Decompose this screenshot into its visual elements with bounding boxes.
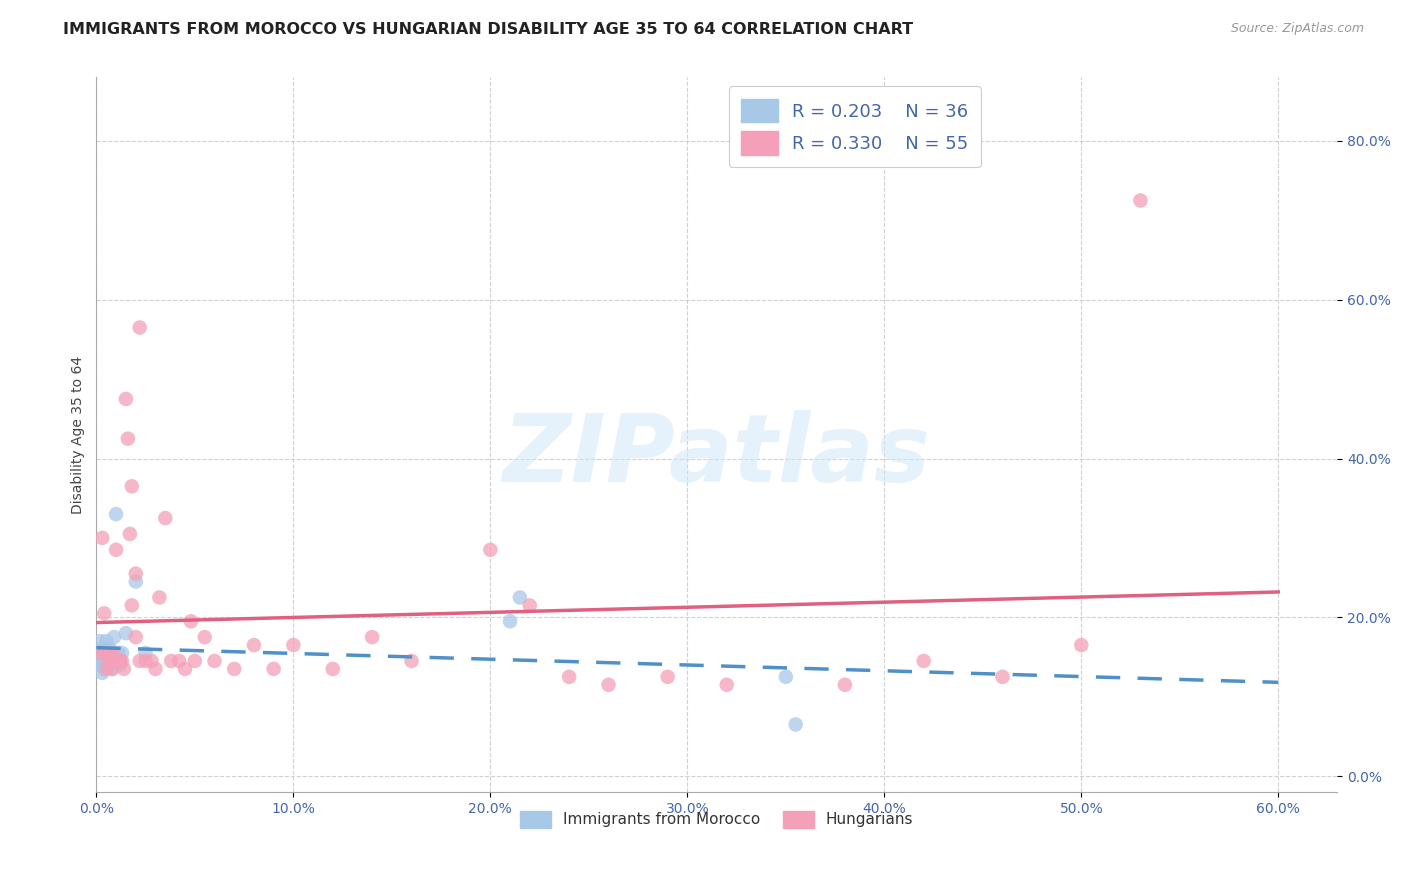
Legend: Immigrants from Morocco, Hungarians: Immigrants from Morocco, Hungarians: [515, 805, 920, 834]
Point: [401, 654, 423, 668]
Point: [105, 654, 128, 668]
Point: [1129, 194, 1152, 208]
Point: [91, 657, 114, 672]
Point: [509, 591, 531, 605]
Point: [97, 657, 120, 672]
Point: [834, 678, 856, 692]
Point: [91, 531, 114, 545]
Point: [912, 654, 935, 668]
Point: [121, 479, 143, 493]
Point: [91, 646, 114, 660]
Point: [89, 657, 111, 672]
Point: [89, 646, 111, 660]
Point: [194, 630, 217, 644]
Point: [160, 654, 183, 668]
Point: [96, 657, 118, 672]
Point: [184, 654, 207, 668]
Point: [97, 654, 120, 668]
Point: [243, 638, 266, 652]
Point: [263, 662, 285, 676]
Point: [283, 638, 305, 652]
Point: [91, 657, 114, 672]
Point: [93, 607, 115, 621]
Point: [89, 634, 111, 648]
Point: [141, 654, 163, 668]
Point: [117, 432, 139, 446]
Point: [657, 670, 679, 684]
Point: [558, 670, 581, 684]
Point: [107, 646, 129, 660]
Point: [87, 646, 110, 660]
Point: [98, 646, 121, 660]
Point: [716, 678, 738, 692]
Point: [103, 630, 125, 644]
Point: [89, 650, 111, 665]
Point: [322, 662, 344, 676]
Point: [93, 650, 115, 665]
Point: [598, 678, 620, 692]
Point: [98, 646, 121, 660]
Point: [91, 665, 114, 680]
Point: [101, 662, 124, 676]
Point: [145, 662, 167, 676]
Point: [991, 670, 1014, 684]
Point: [499, 614, 522, 628]
Point: [107, 654, 129, 668]
Point: [125, 574, 148, 589]
Point: [101, 662, 124, 676]
Point: [125, 630, 148, 644]
Point: [108, 657, 131, 672]
Point: [91, 654, 114, 668]
Point: [96, 646, 118, 660]
Point: [87, 654, 110, 668]
Point: [98, 642, 121, 657]
Point: [93, 646, 115, 660]
Point: [1070, 638, 1092, 652]
Point: [96, 662, 118, 676]
Text: ZIPatlas: ZIPatlas: [503, 410, 931, 502]
Point: [93, 642, 115, 657]
Text: IMMIGRANTS FROM MOROCCO VS HUNGARIAN DISABILITY AGE 35 TO 64 CORRELATION CHART: IMMIGRANTS FROM MOROCCO VS HUNGARIAN DIS…: [63, 22, 914, 37]
Point: [174, 662, 197, 676]
Point: [111, 654, 134, 668]
Point: [103, 654, 125, 668]
Point: [125, 566, 148, 581]
Point: [118, 527, 141, 541]
Point: [115, 626, 138, 640]
Point: [180, 614, 202, 628]
Point: [115, 392, 138, 406]
Point: [135, 646, 157, 660]
Point: [93, 662, 115, 676]
Y-axis label: Disability Age 35 to 64: Disability Age 35 to 64: [72, 356, 86, 514]
Point: [101, 654, 124, 668]
Point: [479, 542, 502, 557]
Point: [361, 630, 384, 644]
Point: [108, 654, 131, 668]
Point: [128, 654, 150, 668]
Point: [111, 646, 134, 660]
Point: [785, 717, 807, 731]
Point: [96, 634, 118, 648]
Point: [112, 662, 135, 676]
Point: [89, 642, 111, 657]
Point: [775, 670, 797, 684]
Point: [224, 662, 246, 676]
Point: [105, 507, 128, 521]
Point: [135, 654, 157, 668]
Point: [204, 654, 226, 668]
Text: Source: ZipAtlas.com: Source: ZipAtlas.com: [1230, 22, 1364, 36]
Point: [121, 599, 143, 613]
Point: [155, 511, 177, 525]
Point: [167, 654, 190, 668]
Point: [97, 642, 120, 657]
Point: [148, 591, 170, 605]
Point: [128, 320, 150, 334]
Point: [108, 654, 131, 668]
Point: [105, 542, 128, 557]
Point: [101, 646, 124, 660]
Point: [519, 599, 541, 613]
